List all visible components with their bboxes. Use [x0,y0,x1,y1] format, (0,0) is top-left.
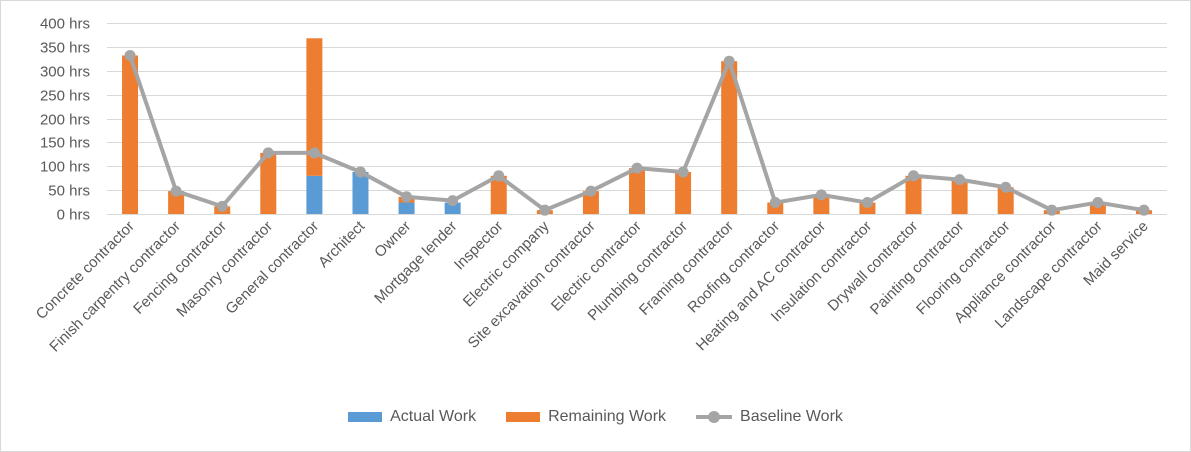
baseline-point [1092,197,1104,209]
baseline-point [124,49,136,61]
legend-item-actual: Actual Work [348,408,476,426]
bar-remaining-work [813,194,830,214]
legend-item-baseline: Baseline Work [696,408,843,426]
bar-actual-work [352,171,369,214]
legend-swatch-remaining [506,412,541,422]
baseline-point [493,170,505,182]
legend-swatch-baseline [696,411,733,423]
legend-label-remaining: Remaining Work [548,408,667,425]
x-tick-label: Mortgage lender [371,218,460,307]
bar-remaining-work [629,168,645,214]
baseline-point [447,195,459,207]
bar-actual-work [306,175,323,214]
x-tick-label: Owner [371,218,414,261]
baseline-point [815,189,827,201]
y-tick-label: 300 hrs [40,64,90,81]
legend-label-actual: Actual Work [390,408,477,425]
baseline-point [401,191,413,203]
y-tick-label: 100 hrs [40,159,90,176]
bar-remaining-work [260,152,277,214]
bar-remaining-work [997,187,1014,214]
baseline-point [1000,181,1012,193]
y-tick-label: 50 hrs [48,183,90,200]
baseline-point [769,197,781,209]
y-tick-label: 150 hrs [40,135,90,152]
bar-remaining-work [675,171,692,214]
baseline-point [216,200,228,212]
y-tick-label: 400 hrs [40,16,90,33]
bar-remaining-work [951,179,968,214]
gridlines [107,23,1167,191]
baseline-point [861,197,873,209]
bar-remaining-work [767,202,784,214]
bar-remaining-work [1089,202,1106,214]
baseline-point [539,204,551,216]
y-tick-label: 0 hrs [57,207,90,224]
legend-label-baseline: Baseline Work [740,408,843,425]
legend-swatch-actual [348,412,383,422]
y-tick-label: 200 hrs [40,112,90,129]
bar-remaining-work [122,55,139,214]
baseline-point [170,185,182,197]
bar-remaining-work [168,191,185,214]
baseline-point [631,162,643,174]
baseline-point [1138,204,1150,216]
legend-item-remaining: Remaining Work [506,408,666,426]
baseline-point [1046,204,1058,216]
baseline-point [585,185,597,197]
baseline-point [723,55,735,67]
x-tick-label: Electric company [460,217,553,310]
baseline-point [308,147,320,159]
bar-remaining-work [306,38,323,176]
y-axis-ticks: 0 hrs 50 hrs 100 hrs 150 hrs 200 hrs 250 hrs 3… [40,16,90,224]
bar-remaining-work [905,175,922,214]
bar-actual-work [444,202,461,214]
bars [122,38,1152,215]
bar-remaining-work [859,202,876,214]
bar-actual-work [398,202,415,214]
baseline-point [677,166,689,178]
baseline-line [124,49,1150,216]
baseline-point [908,170,920,182]
bar-remaining-work [582,191,599,214]
x-tick-label: Architect [315,217,369,271]
bar-remaining-work [490,175,507,214]
legend: Actual Work Remaining Work Baseline Work [0,408,1191,426]
bar-remaining-work [721,61,738,215]
baseline-point [954,174,966,186]
y-tick-label: 350 hrs [40,40,90,57]
baseline-point [262,147,274,159]
y-tick-label: 250 hrs [40,88,90,105]
baseline-point [354,166,366,178]
